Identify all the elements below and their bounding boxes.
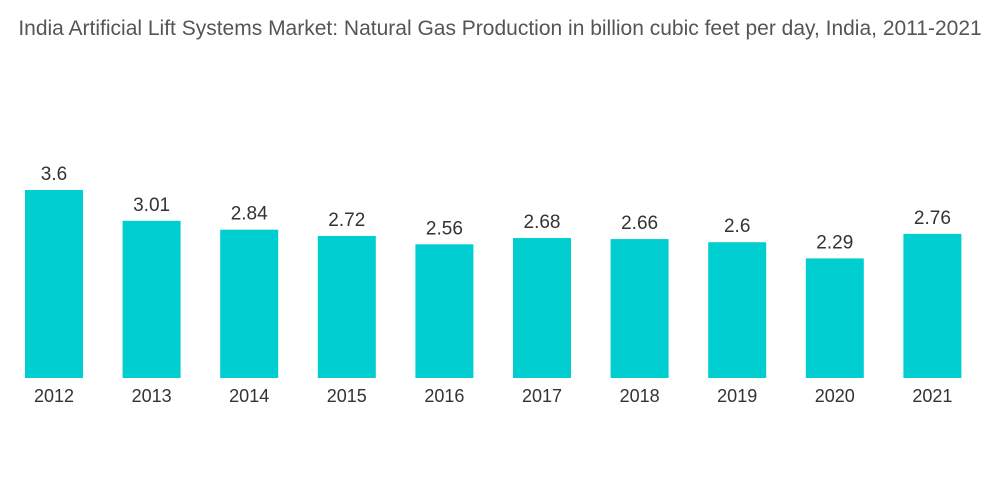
bars-group — [25, 190, 962, 378]
x-axis-ticks: 2012 2013 2014 2015 2016 2017 2018 2019 2020 2021 — [34, 386, 952, 406]
bar-2020 — [805, 258, 864, 378]
bar-2012 — [25, 190, 83, 378]
x-tick-label-2012: 2012 — [34, 386, 74, 406]
bar-2013 — [122, 220, 181, 378]
value-label-2020: 2.29 — [816, 232, 853, 253]
value-label-2019: 2.6 — [724, 216, 750, 237]
x-tick-label-2013: 2013 — [132, 386, 172, 406]
x-tick-label-2014: 2014 — [229, 386, 269, 406]
value-label-2016: 2.56 — [426, 218, 463, 239]
bar-2021 — [903, 233, 962, 378]
x-tick-label-2015: 2015 — [327, 386, 367, 406]
bar-2019 — [708, 242, 767, 378]
value-label-2012: 3.6 — [41, 164, 67, 185]
chart-title: India Artificial Lift Systems Market: Na… — [18, 17, 982, 40]
x-tick-label-2021: 2021 — [912, 386, 952, 406]
value-label-2021: 2.76 — [914, 208, 951, 229]
value-labels-group: 3.6 3.01 2.84 2.72 2.56 2.68 2.66 2.6 2.29 2.76 — [41, 164, 951, 253]
x-tick-label-2019: 2019 — [717, 386, 757, 406]
value-label-2013: 3.01 — [133, 195, 170, 216]
bar-2018 — [610, 239, 669, 378]
bar-2016 — [415, 244, 474, 378]
value-label-2015: 2.72 — [328, 210, 365, 231]
x-tick-label-2017: 2017 — [522, 386, 562, 406]
value-label-2018: 2.66 — [621, 213, 658, 234]
value-label-2017: 2.68 — [524, 212, 561, 233]
value-label-2014: 2.84 — [231, 204, 268, 225]
bar-2015 — [317, 235, 376, 378]
x-tick-label-2018: 2018 — [620, 386, 660, 406]
bar-2017 — [513, 238, 571, 378]
x-tick-label-2016: 2016 — [424, 386, 464, 406]
bar-2014 — [220, 229, 279, 378]
x-tick-label-2020: 2020 — [815, 386, 855, 406]
